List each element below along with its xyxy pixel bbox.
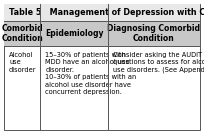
Bar <box>4 4 200 21</box>
Text: 15–30% of patients with
MDD have an alcohol use
disorder.
10–30% of patients wit: 15–30% of patients with MDD have an alco… <box>45 52 136 95</box>
Text: Table 5   Management of Depression with Comorbid Psychi: Table 5 Management of Depression with Co… <box>9 8 204 17</box>
Text: Comorbid
Condition: Comorbid Condition <box>1 24 43 43</box>
Text: Diagnosing Comorbid
Condition: Diagnosing Comorbid Condition <box>108 24 201 43</box>
Text: Epidemiology: Epidemiology <box>45 29 103 38</box>
Bar <box>4 21 200 46</box>
Text: Alcohol
use
disorder: Alcohol use disorder <box>9 52 37 73</box>
Text: Consider asking the AUDIT
questions to assess for alcoh
use disorders. (See Appe: Consider asking the AUDIT questions to a… <box>113 52 204 73</box>
